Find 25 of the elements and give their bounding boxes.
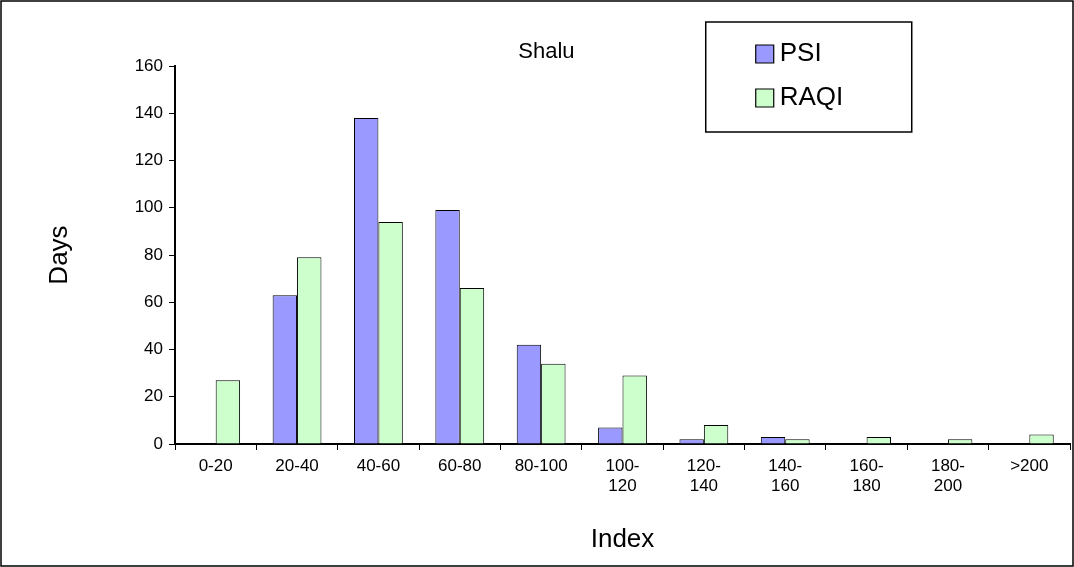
x-tick-label: 80-100 — [514, 455, 568, 475]
y-tick-label: 40 — [144, 339, 163, 359]
x-tick-label: 0-20 — [198, 455, 233, 475]
y-tick-label: 100 — [134, 197, 163, 217]
x-tick-label: 120-140 — [686, 455, 721, 496]
x-tick-label: 20-40 — [275, 455, 319, 475]
y-tick-label: 140 — [134, 102, 163, 122]
y-axis-title: Days — [42, 225, 73, 285]
y-tick-label: 0 — [153, 433, 163, 453]
x-tick-label: 140-160 — [768, 455, 803, 496]
legend-label: PSI — [779, 37, 822, 68]
y-tick-label: 60 — [144, 291, 163, 311]
x-tick-label: 180-200 — [930, 455, 965, 496]
y-tick-label: 160 — [134, 55, 163, 75]
x-tick-label: 100-120 — [605, 455, 640, 496]
x-tick-label: 160-180 — [849, 455, 884, 496]
y-tick-label: 80 — [144, 244, 163, 264]
x-tick-label: 60-80 — [438, 455, 482, 475]
legend-label: RAQI — [779, 81, 844, 112]
x-axis-title: Index — [590, 522, 655, 553]
x-tick-label: >200 — [1010, 455, 1049, 475]
y-tick-label: 20 — [144, 386, 163, 406]
chart-title: Shalu — [518, 38, 575, 64]
x-tick-label: 40-60 — [356, 455, 401, 475]
y-tick-label: 120 — [134, 150, 163, 170]
